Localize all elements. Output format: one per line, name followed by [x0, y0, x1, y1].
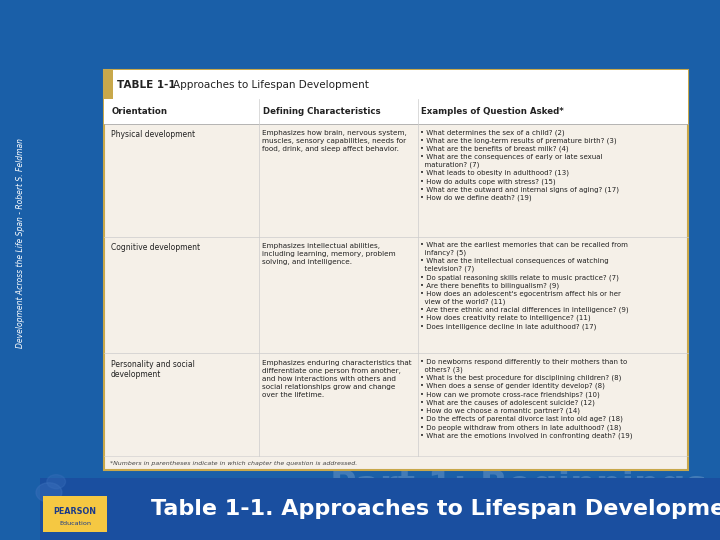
Text: *Numbers in parentheses indicate in which chapter the question is addressed.: *Numbers in parentheses indicate in whic…: [110, 461, 357, 465]
Text: Development Across the Life Span - Robert S. Feldman: Development Across the Life Span - Rober…: [16, 138, 24, 348]
Bar: [104, 70, 688, 470]
Text: Personality and social
development: Personality and social development: [111, 360, 194, 379]
Text: Orientation: Orientation: [112, 107, 168, 116]
Bar: [40, 478, 720, 540]
Text: Cognitive development: Cognitive development: [111, 243, 200, 252]
Circle shape: [47, 475, 66, 489]
Text: Emphasizes enduring characteristics that
differentiate one person from another,
: Emphasizes enduring characteristics that…: [262, 360, 412, 397]
Text: Examples of Question Asked*: Examples of Question Asked*: [421, 107, 564, 116]
Text: Emphasizes intellectual abilities,
including learning, memory, problem
solving, : Emphasizes intellectual abilities, inclu…: [262, 243, 396, 265]
Text: TABLE 1-1: TABLE 1-1: [117, 80, 176, 90]
Bar: [43, 496, 107, 532]
Bar: [104, 99, 688, 124]
Text: PEARSON: PEARSON: [53, 507, 96, 516]
Text: Part 1: Beginnings: Part 1: Beginnings: [330, 469, 707, 503]
Text: Education: Education: [59, 521, 91, 526]
Circle shape: [36, 483, 62, 502]
Text: Defining Characteristics: Defining Characteristics: [263, 107, 380, 116]
Text: Table 1-1. Approaches to Lifespan Development: Table 1-1. Approaches to Lifespan Develo…: [151, 498, 720, 519]
Bar: [104, 70, 688, 99]
Bar: [104, 70, 113, 99]
Text: • What determines the sex of a child? (2)
• What are the long-term results of pr: • What determines the sex of a child? (2…: [420, 129, 619, 201]
Text: Physical development: Physical development: [111, 130, 195, 139]
Text: Emphasizes how brain, nervous system,
muscles, sensory capabilities, needs for
f: Emphasizes how brain, nervous system, mu…: [262, 130, 407, 152]
Text: • Do newborns respond differently to their mothers than to
  others? (3)
• What : • Do newborns respond differently to the…: [420, 359, 633, 439]
Text: • What are the earliest memories that can be recalled from
  infancy? (5)
• What: • What are the earliest memories that ca…: [420, 242, 629, 329]
Text: Approaches to Lifespan Development: Approaches to Lifespan Development: [173, 80, 369, 90]
